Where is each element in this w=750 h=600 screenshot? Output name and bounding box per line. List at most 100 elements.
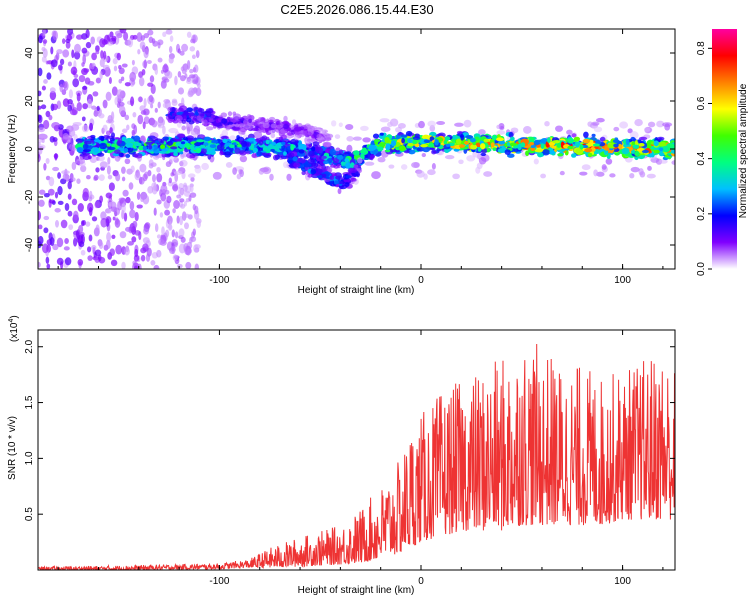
spectrogram-cell-2977 bbox=[456, 130, 463, 135]
spectrogram-cell-3024 bbox=[459, 144, 465, 148]
spectrogram-cell-490 bbox=[116, 52, 121, 61]
spectrogram-cell-984 bbox=[148, 163, 154, 169]
spectrogram-cell-324 bbox=[186, 79, 192, 85]
spectrogram-cell-2943 bbox=[184, 143, 191, 148]
spectrogram-cell-911 bbox=[38, 127, 45, 133]
spectrogram-cell-101 bbox=[57, 185, 63, 196]
spectrogram-cell-3364 bbox=[320, 129, 325, 134]
spectrogram-cell-826 bbox=[638, 168, 644, 176]
spectrogram-cell-610 bbox=[180, 153, 188, 158]
spectrogram-cell-2936 bbox=[617, 143, 623, 150]
spectrogram-cell-2738 bbox=[571, 153, 577, 158]
spectrogram-cell-932 bbox=[221, 129, 229, 138]
spectrogram-cell-599 bbox=[88, 196, 93, 202]
spectrogram-cell-2980 bbox=[587, 152, 593, 158]
spectrogram-cell-917 bbox=[75, 158, 86, 165]
spectrogram-cell-2994 bbox=[169, 146, 178, 150]
spectrogram-cell-2746 bbox=[201, 148, 207, 154]
spectrogram-cell-2756 bbox=[272, 154, 279, 161]
spectrogram-cell-2829 bbox=[589, 139, 594, 144]
spectrogram-cell-3371 bbox=[291, 119, 297, 126]
spectrogram-cell-889 bbox=[605, 158, 613, 165]
spectrogram-cell-2284 bbox=[186, 135, 194, 141]
spectrogram-cell-708 bbox=[596, 171, 605, 177]
spectrogram-cell-468 bbox=[38, 90, 42, 97]
spectrogram-cell-727 bbox=[452, 173, 460, 180]
spectrogram-cell-512 bbox=[124, 82, 131, 87]
spectrogram-cell-579 bbox=[99, 38, 106, 48]
spectrogram-cell-330 bbox=[113, 65, 118, 72]
spectrogram-cell-2857 bbox=[486, 147, 491, 153]
spectrogram-cell-2187 bbox=[147, 135, 156, 140]
spectrogram-cell-572 bbox=[49, 87, 56, 93]
spectrogram-cell-797 bbox=[454, 122, 464, 127]
spectrogram-cell-831 bbox=[483, 171, 493, 177]
colorbar bbox=[712, 29, 737, 269]
spectrogram-cell-495 bbox=[56, 49, 63, 55]
spectrogram-cell-606 bbox=[183, 213, 190, 218]
spectrogram-cell-3062 bbox=[308, 150, 315, 157]
spectrogram-cell-3023 bbox=[321, 155, 327, 159]
spectrogram-cell-316 bbox=[62, 98, 70, 107]
spectrogram-cell-893 bbox=[427, 169, 436, 176]
spectrogram-cell-678 bbox=[172, 208, 176, 214]
spectrogram-cell-52 bbox=[159, 212, 164, 218]
spectrogram-cell-113 bbox=[71, 198, 78, 206]
spectrogram-cell-689 bbox=[118, 197, 126, 202]
spectrogram-cell-2923 bbox=[638, 143, 645, 147]
spectrogram-cell-453 bbox=[49, 199, 56, 204]
spectrogram-cell-2843 bbox=[583, 131, 589, 139]
spectrogram-cell-176 bbox=[156, 199, 162, 205]
spectrogram-cell-247 bbox=[45, 256, 50, 264]
spectrogram-cell-2777 bbox=[203, 136, 211, 142]
spectrogram-cell-642 bbox=[66, 34, 73, 41]
spectrogram-cell-3580 bbox=[338, 181, 344, 185]
spectrogram-cell-3041 bbox=[240, 140, 248, 147]
spectrogram-cell-967 bbox=[644, 127, 651, 132]
spectrogram-cell-24 bbox=[131, 59, 135, 66]
spectrogram-cell-78 bbox=[86, 174, 91, 180]
spectrogram-cell-2854 bbox=[325, 148, 331, 154]
spectrogram-cell-482 bbox=[182, 184, 188, 192]
spectrogram-cell-418 bbox=[38, 153, 41, 163]
spectrogram-cell-1399 bbox=[599, 136, 606, 142]
spectrogram-cell-219 bbox=[42, 119, 50, 130]
spectrogram-cell-3071 bbox=[469, 138, 476, 143]
spectrogram-cell-3640 bbox=[321, 173, 327, 178]
snr-x-axis-label: Height of straight line (km) bbox=[298, 585, 415, 596]
spectrogram-cell-554 bbox=[118, 105, 126, 116]
spectrogram-cell-3641 bbox=[303, 163, 312, 168]
spectrogram-cell-2255 bbox=[480, 152, 487, 157]
spectrogram-cell-428 bbox=[47, 188, 55, 196]
spectrogram-cell-2960 bbox=[290, 144, 295, 151]
spectrogram-cell-2723 bbox=[513, 147, 519, 153]
spectrogram-cell-947 bbox=[258, 168, 265, 175]
spectrogram-cell-3008 bbox=[405, 130, 413, 137]
spectrogram-cell-913 bbox=[634, 118, 643, 127]
spectrogram-cell-539 bbox=[184, 63, 188, 73]
spectrogram-cell-547 bbox=[38, 235, 44, 245]
spectrogram-cell-613 bbox=[45, 60, 49, 65]
spectrogram-cell-992 bbox=[331, 120, 337, 127]
spectrogram-cell-2805 bbox=[423, 139, 431, 143]
spectrogram-cell-246 bbox=[170, 172, 175, 177]
spectrogram-cell-3628 bbox=[314, 168, 323, 175]
spectrogram-cell-670 bbox=[163, 98, 171, 104]
spectrogram-cell-2860 bbox=[77, 140, 83, 144]
spectrogram-cell-391 bbox=[100, 50, 104, 59]
spectrogram-cell-499 bbox=[76, 178, 81, 184]
spectrogram-cell-2893 bbox=[196, 139, 205, 143]
spectrogram-cell-2850 bbox=[90, 134, 96, 139]
spectrogram-cell-3369 bbox=[195, 119, 200, 124]
spectrogram-cell-3586 bbox=[337, 188, 342, 195]
spectrogram-cell-853 bbox=[38, 133, 48, 140]
spectrogram-cell-403 bbox=[54, 208, 61, 213]
spectrogram-cell-93 bbox=[111, 86, 118, 96]
spectrogram-cell-646 bbox=[87, 202, 94, 213]
spectrogram-cell-616 bbox=[100, 211, 107, 221]
spectrogram-cell-662 bbox=[126, 124, 130, 131]
spectrogram-cell-3612 bbox=[287, 152, 295, 158]
spectrogram-cell-952 bbox=[236, 173, 242, 180]
spectrogram-cell-912 bbox=[380, 126, 391, 132]
spectrogram-cell-2914 bbox=[510, 136, 515, 142]
